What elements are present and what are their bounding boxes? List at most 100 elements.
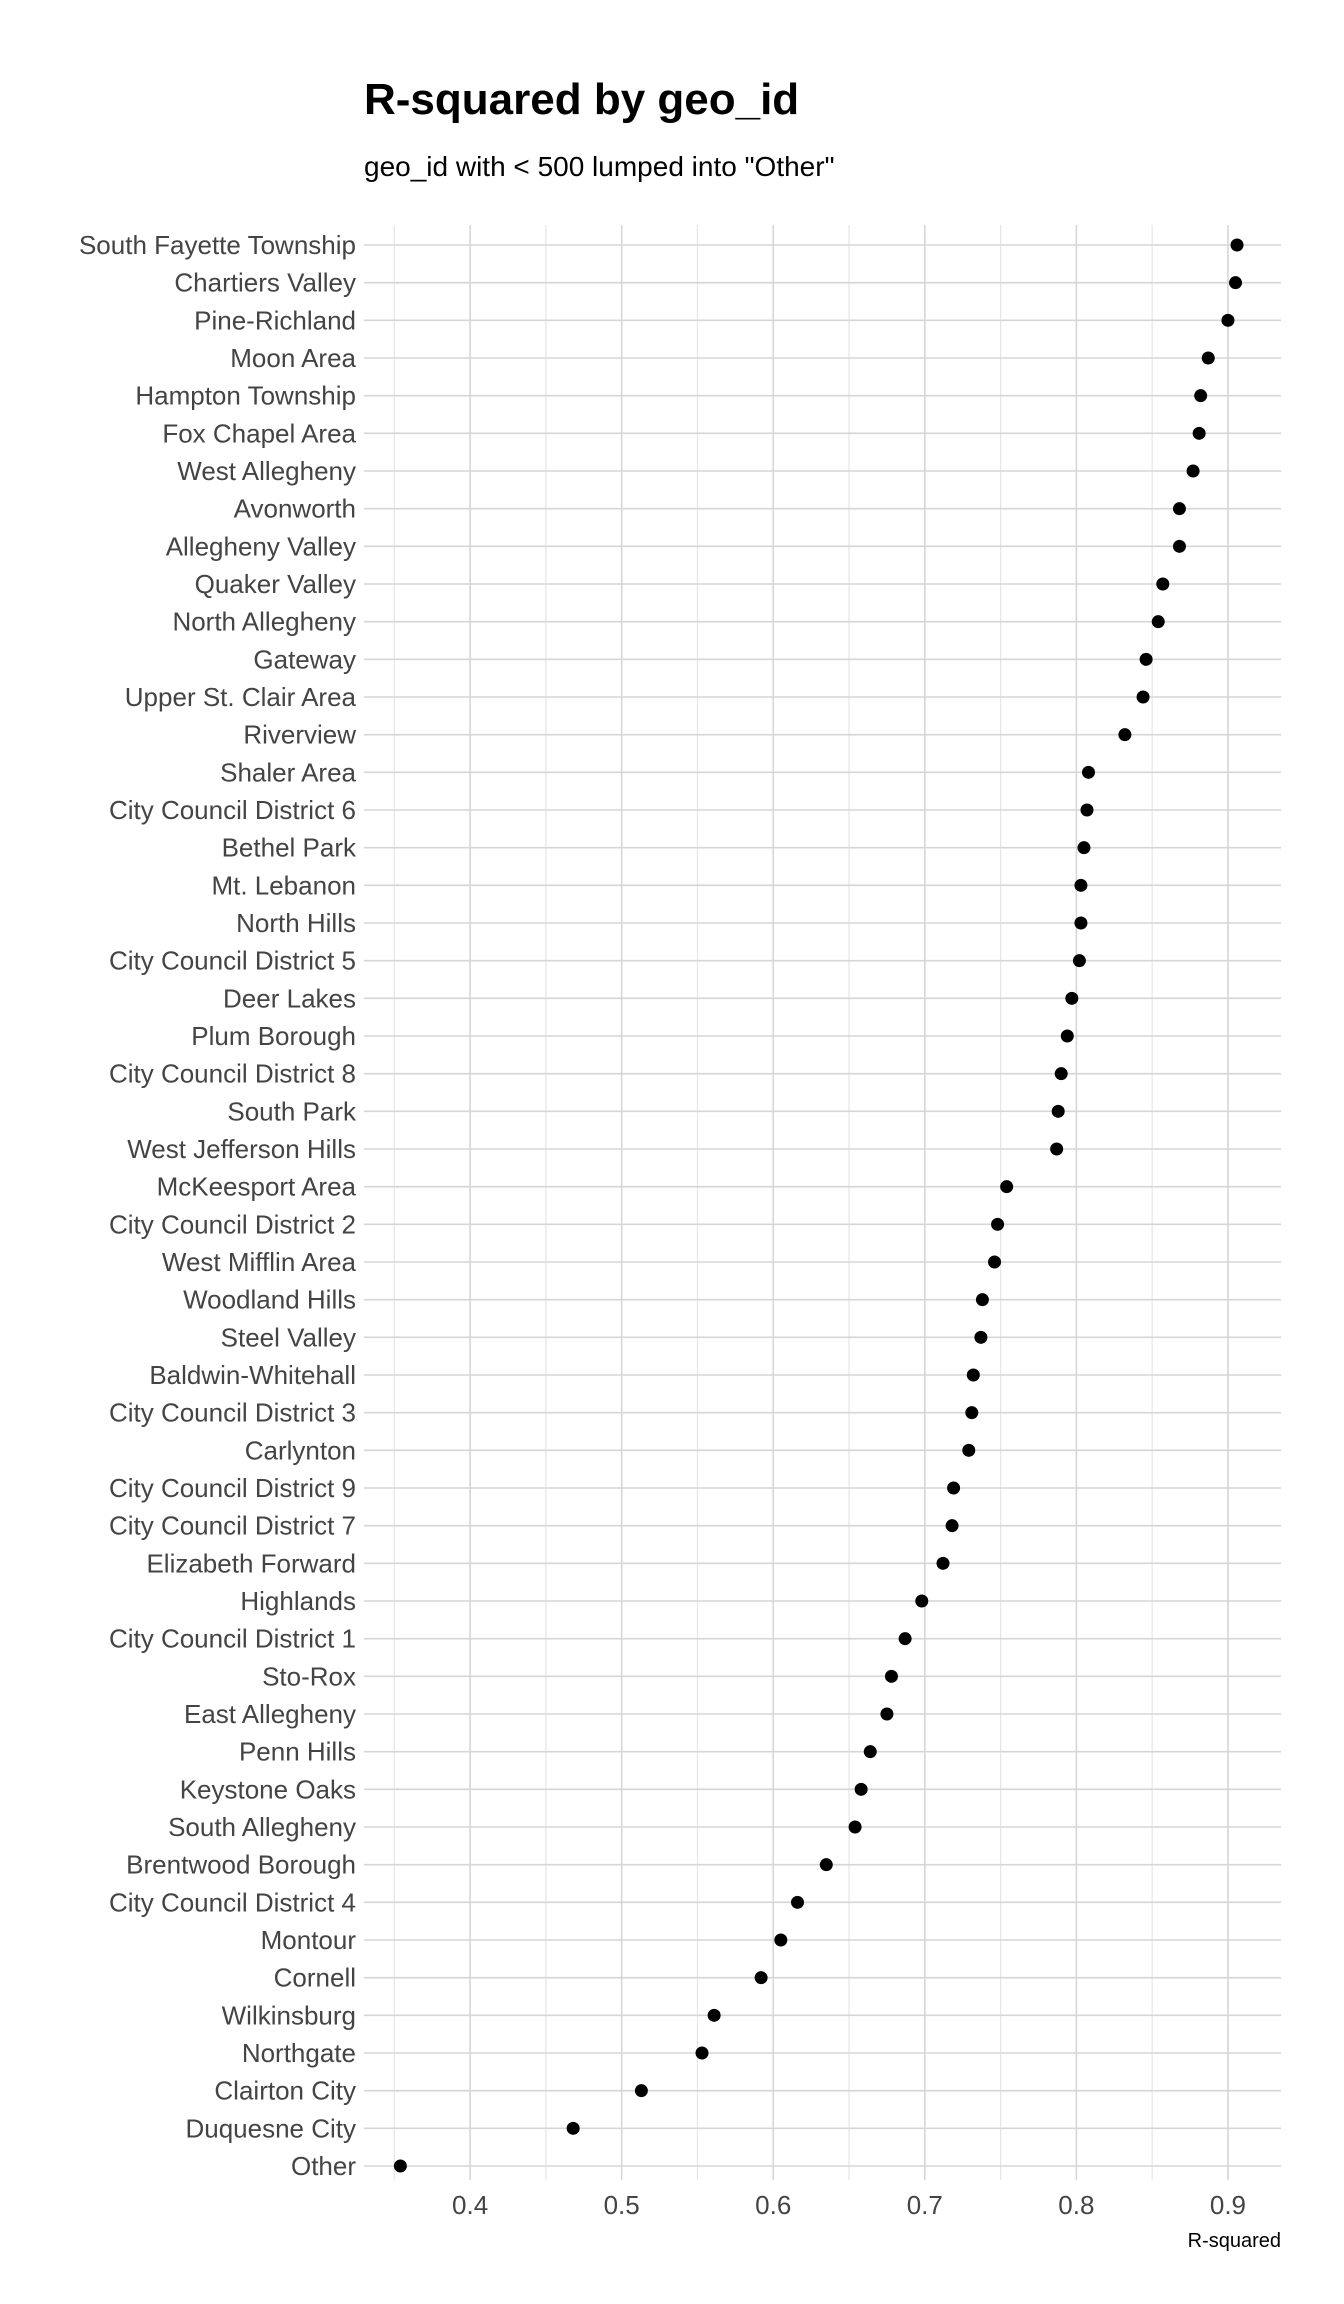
data-point (790, 1895, 804, 1909)
y-tick-label: Carlynton (245, 1435, 356, 1465)
y-tick-label: City Council District 5 (109, 946, 356, 976)
x-tick-label: 0.7 (907, 2190, 943, 2220)
y-tick-label: South Park (227, 1096, 357, 1126)
y-tick-label: City Council District 4 (109, 1887, 356, 1917)
x-tick-label: 0.8 (1058, 2190, 1094, 2220)
data-point (1074, 878, 1088, 892)
data-point (1139, 652, 1153, 666)
y-tick-label: Fox Chapel Area (162, 418, 356, 448)
y-tick-label: City Council District 1 (109, 1624, 356, 1654)
y-tick-label: Avonworth (234, 494, 356, 524)
y-tick-label: City Council District 2 (109, 1209, 356, 1239)
chart-subtitle: geo_id with < 500 lumped into "Other" (364, 151, 835, 182)
data-point (936, 1556, 950, 1570)
x-tick-label: 0.6 (755, 2190, 791, 2220)
y-tick-label: Northgate (242, 2038, 356, 2068)
data-point (754, 1971, 768, 1985)
data-point (566, 2121, 580, 2135)
data-point (962, 1443, 976, 1457)
y-tick-label: East Allegheny (184, 1699, 356, 1729)
data-point (1077, 841, 1091, 855)
data-point (1000, 1180, 1014, 1194)
data-point (1060, 1029, 1074, 1043)
y-tick-label: North Allegheny (172, 607, 356, 637)
y-tick-label: Wilkinsburg (222, 2000, 356, 2030)
data-point (393, 2159, 407, 2173)
y-tick-label: Hampton Township (135, 381, 356, 411)
y-tick-label: Shaler Area (220, 757, 356, 787)
y-tick-label: City Council District 6 (109, 795, 356, 825)
y-tick-label: West Jefferson Hills (127, 1134, 356, 1164)
y-tick-label: Montour (261, 1925, 357, 1955)
chart-title: R-squared by geo_id (364, 75, 799, 124)
y-tick-label: Elizabeth Forward (146, 1548, 356, 1578)
y-tick-label: Bethel Park (222, 833, 357, 863)
y-tick-label: Mt. Lebanon (211, 870, 356, 900)
y-tick-label: Clairton City (214, 2076, 356, 2106)
data-point (854, 1782, 868, 1796)
y-tick-label: Woodland Hills (183, 1285, 356, 1315)
data-point (884, 1669, 898, 1683)
data-point (634, 2084, 648, 2098)
x-tick-label: 0.5 (604, 2190, 640, 2220)
x-tick-label: 0.4 (452, 2190, 488, 2220)
data-point (974, 1330, 988, 1344)
y-tick-label: Steel Valley (221, 1322, 356, 1352)
y-tick-label: City Council District 7 (109, 1511, 356, 1541)
x-axis-label: R-squared (1188, 2230, 1281, 2252)
data-points (393, 238, 1244, 2173)
data-point (966, 1368, 980, 1382)
x-tick-label: 0.9 (1210, 2190, 1246, 2220)
data-point (988, 1255, 1002, 1269)
y-tick-label: City Council District 8 (109, 1059, 356, 1089)
y-tick-label: Penn Hills (239, 1737, 356, 1767)
data-point (898, 1632, 912, 1646)
y-tick-label: South Allegheny (168, 1812, 356, 1842)
data-point (1186, 464, 1200, 478)
data-point (1192, 426, 1206, 440)
y-tick-label: Riverview (243, 720, 356, 750)
data-point (1201, 351, 1215, 365)
y-tick-label: Gateway (253, 644, 356, 674)
y-tick-label: City Council District 9 (109, 1473, 356, 1503)
data-point (1230, 238, 1244, 252)
y-tick-label: Upper St. Clair Area (125, 682, 357, 712)
y-tick-label: Pine-Richland (194, 305, 356, 335)
y-tick-label: Highlands (240, 1586, 356, 1616)
y-tick-label: North Hills (236, 908, 356, 938)
data-point (1156, 577, 1170, 591)
y-tick-label: Cornell (274, 1963, 356, 1993)
data-point (1051, 1104, 1065, 1118)
y-tick-label: City Council District 3 (109, 1398, 356, 1428)
x-tick-labels: 0.4 0.5 0.6 0.7 0.8 0.9 (452, 2190, 1246, 2220)
data-point (975, 1293, 989, 1307)
y-tick-label: Plum Borough (191, 1021, 356, 1051)
data-point (880, 1707, 894, 1721)
y-tick-label: Deer Lakes (223, 983, 356, 1013)
data-point (1072, 954, 1086, 968)
data-point (1065, 991, 1079, 1005)
data-point (965, 1406, 979, 1420)
y-tick-label: Chartiers Valley (174, 268, 356, 298)
data-point (1136, 690, 1150, 704)
y-tick-labels: South Fayette Township Chartiers Valley Pi… (79, 230, 357, 2181)
data-point (1172, 539, 1186, 553)
data-point (915, 1594, 929, 1608)
data-point (695, 2046, 709, 2060)
y-tick-label: Quaker Valley (195, 569, 356, 599)
data-point (1074, 916, 1088, 930)
data-point (1054, 1067, 1068, 1081)
y-tick-label: West Mifflin Area (162, 1247, 357, 1277)
data-point (1221, 313, 1235, 327)
data-point (774, 1933, 788, 1947)
data-point (848, 1820, 862, 1834)
data-point (1194, 389, 1208, 403)
y-tick-label: South Fayette Township (79, 230, 356, 260)
data-point (991, 1217, 1005, 1231)
data-point (947, 1481, 961, 1495)
data-point (945, 1519, 959, 1533)
grid (364, 225, 1281, 2180)
y-tick-label: Baldwin-Whitehall (149, 1360, 356, 1390)
data-point (1229, 276, 1243, 290)
